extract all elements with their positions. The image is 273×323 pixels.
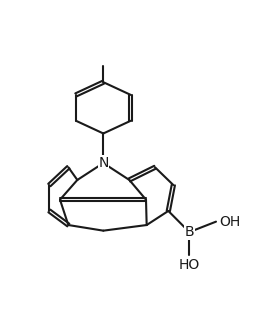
Text: HO: HO (179, 258, 200, 272)
Text: N: N (98, 156, 109, 170)
Text: B: B (185, 225, 194, 239)
Text: OH: OH (219, 215, 241, 229)
